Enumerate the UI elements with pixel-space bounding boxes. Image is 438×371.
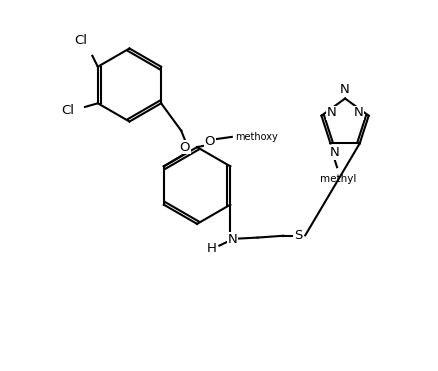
Text: N: N xyxy=(327,106,336,119)
Text: N: N xyxy=(353,106,364,119)
Text: O: O xyxy=(205,135,215,148)
Text: N: N xyxy=(227,233,237,246)
Text: methyl: methyl xyxy=(320,174,356,184)
Text: O: O xyxy=(180,141,190,154)
Text: Cl: Cl xyxy=(74,34,87,47)
Text: methoxy: methoxy xyxy=(235,132,277,142)
Text: N: N xyxy=(340,83,350,96)
Text: S: S xyxy=(294,229,303,242)
Text: Cl: Cl xyxy=(61,104,74,117)
Text: N: N xyxy=(330,146,340,159)
Text: H: H xyxy=(207,242,217,255)
